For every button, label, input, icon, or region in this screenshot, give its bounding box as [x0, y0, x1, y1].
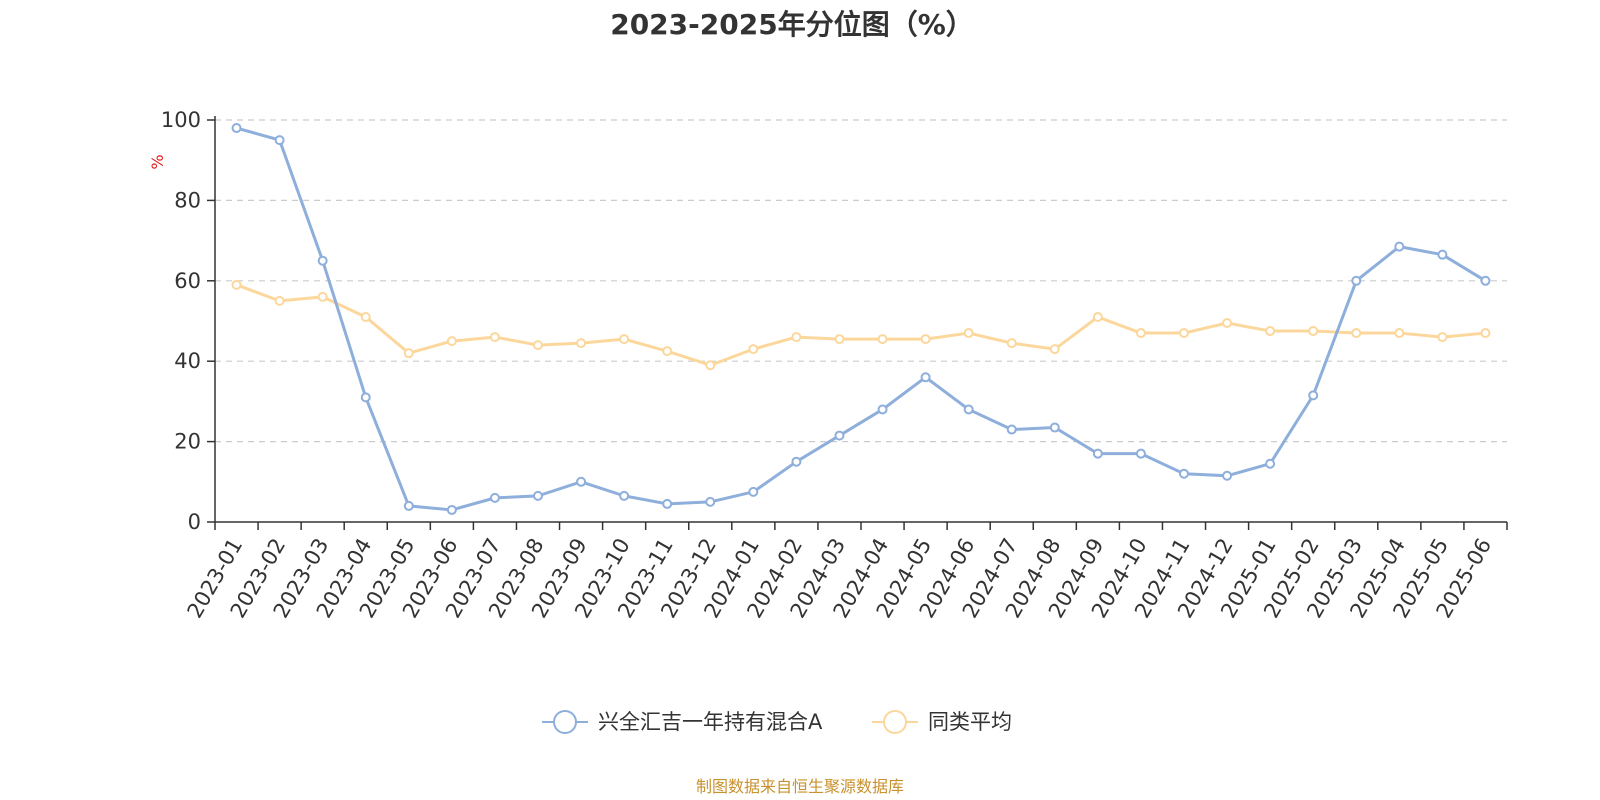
data-point[interactable]	[360, 311, 371, 322]
y-tick-label: 20	[174, 430, 201, 454]
data-point[interactable]	[231, 123, 242, 134]
data-point[interactable]	[403, 348, 414, 359]
data-point[interactable]	[533, 490, 543, 501]
data-point[interactable]	[576, 476, 587, 487]
data-point[interactable]	[1222, 318, 1233, 329]
data-point[interactable]	[317, 255, 328, 266]
legend-item[interactable]: 同类平均	[872, 710, 1012, 734]
y-tick-label: 100	[161, 108, 201, 132]
legend-label: 同类平均	[928, 710, 1012, 734]
data-point[interactable]	[791, 456, 802, 467]
data-point[interactable]	[317, 291, 328, 302]
series-line	[236, 126, 1487, 512]
data-point[interactable]	[1351, 275, 1362, 286]
series-line	[236, 283, 1486, 367]
data-point[interactable]	[705, 360, 716, 371]
series-lines	[231, 123, 1491, 515]
data-point[interactable]	[877, 334, 888, 345]
data-point[interactable]	[489, 492, 500, 503]
data-point[interactable]	[1308, 326, 1319, 337]
data-point[interactable]	[748, 344, 759, 355]
data-point[interactable]	[705, 496, 716, 507]
y-axis-unit-label: %	[148, 154, 167, 169]
data-point[interactable]	[360, 392, 371, 403]
data-point[interactable]	[1480, 328, 1491, 339]
y-tick-label: 80	[174, 188, 201, 212]
data-point[interactable]	[1480, 275, 1491, 286]
data-point[interactable]	[1092, 311, 1103, 322]
data-point[interactable]	[619, 490, 630, 501]
data-point[interactable]	[920, 334, 931, 345]
y-tick-label: 60	[174, 269, 201, 293]
series-group	[231, 123, 1491, 515]
legend-item[interactable]: 兴全汇吉一年持有混合A	[542, 710, 823, 734]
data-point[interactable]	[1179, 468, 1189, 479]
data-point[interactable]	[834, 334, 845, 345]
data-point[interactable]	[1394, 328, 1405, 339]
legend-label: 兴全汇吉一年持有混合A	[598, 710, 823, 734]
data-point[interactable]	[533, 340, 543, 351]
data-point[interactable]	[576, 338, 587, 349]
data-point[interactable]	[1265, 326, 1276, 337]
y-tick-label: 40	[174, 349, 201, 373]
data-point[interactable]	[963, 404, 974, 415]
data-point[interactable]	[1351, 328, 1362, 339]
data-point[interactable]	[1437, 332, 1448, 343]
data-point[interactable]	[1006, 338, 1017, 349]
data-point[interactable]	[1049, 344, 1060, 355]
data-point[interactable]	[1222, 470, 1233, 481]
data-point[interactable]	[489, 332, 500, 343]
data-point[interactable]	[1179, 328, 1189, 339]
data-point[interactable]	[877, 404, 888, 415]
data-point[interactable]	[231, 279, 242, 290]
data-point[interactable]	[748, 486, 759, 497]
data-point[interactable]	[1092, 448, 1103, 459]
data-point[interactable]	[1049, 422, 1060, 433]
series-group	[231, 279, 1491, 371]
data-source-label: 制图数据来自恒生聚源数据库	[696, 777, 904, 796]
data-point[interactable]	[963, 328, 974, 339]
data-point[interactable]	[1006, 424, 1017, 435]
data-point[interactable]	[1394, 241, 1405, 252]
data-point[interactable]	[1437, 249, 1448, 260]
legend-marker	[883, 710, 907, 734]
legend: 兴全汇吉一年持有混合A 同类平均	[542, 710, 1012, 734]
y-tick-label: 0	[188, 510, 201, 534]
data-point[interactable]	[791, 332, 802, 343]
data-point[interactable]	[662, 498, 673, 509]
data-point[interactable]	[619, 334, 630, 345]
data-point[interactable]	[1308, 390, 1319, 401]
data-point[interactable]	[1135, 328, 1146, 339]
data-point[interactable]	[446, 504, 457, 515]
data-point[interactable]	[662, 346, 673, 357]
data-point[interactable]	[274, 135, 285, 146]
data-point[interactable]	[1265, 458, 1276, 469]
legend-marker	[553, 710, 577, 734]
data-point[interactable]	[1135, 448, 1146, 459]
data-point[interactable]	[274, 295, 285, 306]
data-point[interactable]	[403, 500, 414, 511]
chart-title: 2023-2025年分位图（%）	[610, 8, 974, 41]
data-point[interactable]	[920, 372, 931, 383]
data-point[interactable]	[834, 430, 845, 441]
data-point[interactable]	[446, 336, 457, 347]
axes: 0204060801002023-012023-022023-032023-04…	[161, 108, 1508, 622]
